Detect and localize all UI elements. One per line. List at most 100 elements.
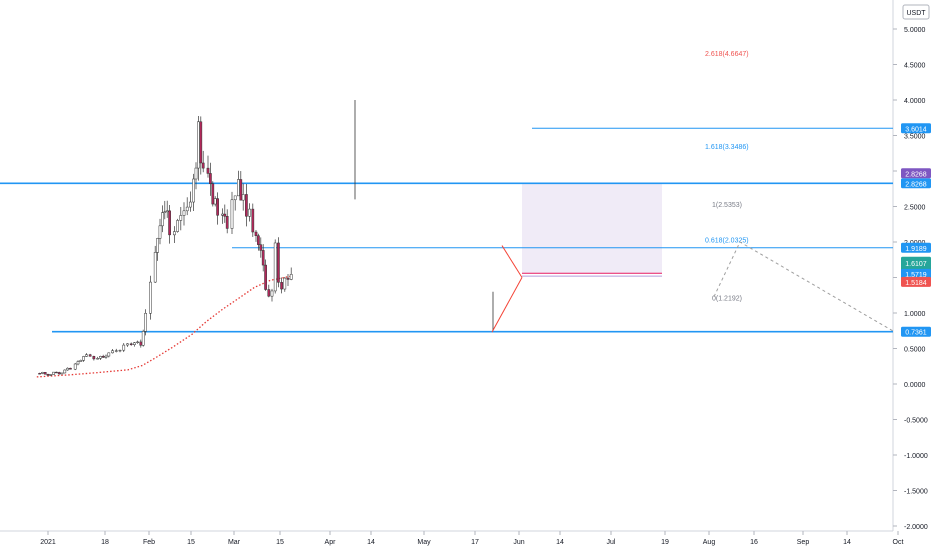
- candle[interactable]: [280, 277, 283, 294]
- candle[interactable]: [289, 267, 293, 281]
- candle[interactable]: [104, 354, 108, 359]
- candle[interactable]: [237, 170, 240, 197]
- candle[interactable]: [41, 371, 44, 375]
- candle[interactable]: [73, 362, 77, 371]
- candle[interactable]: [213, 196, 217, 207]
- candle[interactable]: [221, 208, 224, 224]
- candle[interactable]: [233, 195, 237, 211]
- candle[interactable]: [264, 259, 267, 291]
- candle[interactable]: [118, 349, 122, 353]
- candle[interactable]: [277, 237, 280, 288]
- candle[interactable]: [149, 275, 152, 320]
- candle[interactable]: [192, 173, 195, 211]
- candle[interactable]: [69, 367, 72, 370]
- candle[interactable]: [241, 183, 245, 211]
- marker-price-tag[interactable]: 2.8268: [901, 168, 931, 179]
- candle[interactable]: [126, 343, 129, 347]
- triangle-upper-edge[interactable]: [501, 245, 523, 278]
- candle[interactable]: [156, 237, 159, 261]
- candle[interactable]: [223, 204, 227, 223]
- candle[interactable]: [114, 348, 118, 353]
- candle[interactable]: [168, 204, 171, 244]
- candle[interactable]: [216, 192, 219, 225]
- level-price-tag[interactable]: 3.6014: [901, 123, 931, 134]
- candle[interactable]: [96, 356, 99, 360]
- candle[interactable]: [197, 115, 200, 181]
- candle[interactable]: [79, 359, 83, 362]
- candle[interactable]: [176, 218, 179, 233]
- level-price-tag[interactable]: 1.9189: [901, 242, 931, 253]
- candle[interactable]: [153, 245, 157, 284]
- candle[interactable]: [163, 200, 167, 220]
- candle[interactable]: [63, 369, 67, 374]
- candle[interactable]: [239, 171, 243, 201]
- projection-path[interactable]: [713, 241, 896, 333]
- candle[interactable]: [144, 309, 147, 336]
- candle[interactable]: [257, 233, 260, 251]
- candle[interactable]: [245, 183, 248, 227]
- candle[interactable]: [173, 226, 176, 243]
- candle[interactable]: [52, 371, 55, 375]
- level-price-tag[interactable]: 0.7361: [901, 326, 931, 337]
- candle[interactable]: [88, 353, 92, 357]
- candle[interactable]: [133, 342, 136, 347]
- candle[interactable]: [158, 218, 162, 245]
- candle[interactable]: [141, 329, 145, 347]
- candle[interactable]: [261, 244, 265, 272]
- candle[interactable]: [57, 371, 61, 375]
- candle[interactable]: [139, 339, 143, 348]
- candle[interactable]: [49, 374, 53, 376]
- candle[interactable]: [254, 229, 258, 242]
- candlesticks[interactable]: [38, 115, 293, 376]
- candle[interactable]: [60, 372, 64, 375]
- price-tag[interactable]: 1.5719: [901, 268, 931, 279]
- candle[interactable]: [201, 150, 205, 173]
- candle[interactable]: [211, 181, 215, 207]
- candle[interactable]: [179, 206, 183, 231]
- candle[interactable]: [136, 340, 139, 344]
- candle[interactable]: [46, 373, 50, 376]
- candle[interactable]: [165, 200, 169, 218]
- candle[interactable]: [248, 203, 251, 222]
- fib-level-label[interactable]: 0.618(2.0325): [705, 238, 749, 245]
- candle[interactable]: [225, 209, 229, 234]
- candle[interactable]: [99, 355, 102, 360]
- candle[interactable]: [230, 191, 234, 234]
- candle[interactable]: [259, 237, 263, 258]
- candle[interactable]: [129, 342, 133, 346]
- candle[interactable]: [122, 343, 126, 353]
- triangle-lower-edge[interactable]: [491, 277, 523, 333]
- candle[interactable]: [92, 355, 96, 361]
- moving-average-line[interactable]: [36, 275, 292, 378]
- fib-level-label[interactable]: 2.618(4.6647): [705, 51, 749, 58]
- candle[interactable]: [209, 162, 212, 196]
- candle[interactable]: [38, 372, 41, 375]
- candle[interactable]: [251, 203, 255, 237]
- candle[interactable]: [55, 371, 58, 374]
- candle[interactable]: [283, 277, 287, 292]
- candle[interactable]: [66, 367, 69, 371]
- candle[interactable]: [85, 353, 88, 357]
- candle[interactable]: [82, 355, 85, 362]
- candle[interactable]: [286, 273, 290, 286]
- candle[interactable]: [267, 284, 271, 298]
- candle[interactable]: [43, 372, 47, 375]
- candle[interactable]: [76, 360, 80, 366]
- candle[interactable]: [199, 116, 203, 175]
- fib-level-label[interactable]: 0(1.2192): [712, 295, 742, 302]
- candle[interactable]: [182, 202, 186, 226]
- candle[interactable]: [111, 348, 114, 354]
- candle[interactable]: [206, 155, 210, 178]
- currency-badge[interactable]: USDT: [902, 4, 930, 20]
- candle[interactable]: [107, 352, 111, 358]
- projection-box[interactable]: [522, 183, 662, 274]
- price-tag[interactable]: 1.5184: [901, 276, 931, 287]
- fib-level-label[interactable]: 1(2.5353): [712, 202, 742, 209]
- candle[interactable]: [194, 162, 198, 190]
- candle[interactable]: [270, 288, 274, 302]
- level-price-tag[interactable]: 2.8268: [901, 178, 931, 189]
- candle[interactable]: [185, 197, 189, 216]
- candle[interactable]: [273, 239, 277, 294]
